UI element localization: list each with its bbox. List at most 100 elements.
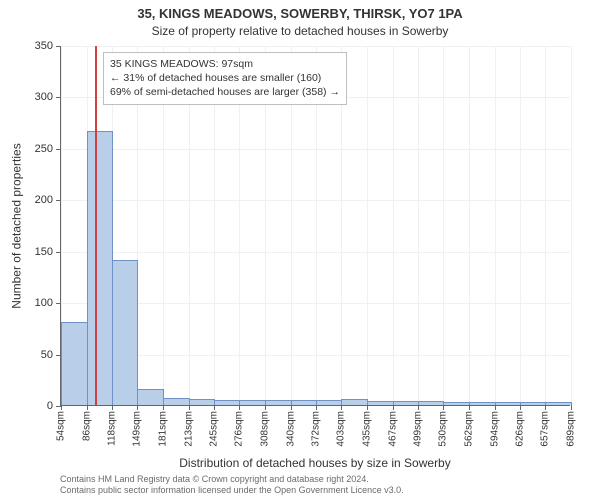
ytick-label: 250 <box>35 143 53 155</box>
gridline-v <box>443 46 444 405</box>
histogram-bar <box>469 402 496 405</box>
gridline-v <box>367 46 368 405</box>
ytick <box>56 97 61 98</box>
xtick <box>239 405 240 410</box>
gridline-h <box>61 200 570 201</box>
annotation-line: 35 KINGS MEADOWS: 97sqm <box>110 57 340 71</box>
gridline-v <box>393 46 394 405</box>
xtick-label: 149sqm <box>132 411 143 447</box>
xtick <box>87 405 88 410</box>
x-axis-label: Distribution of detached houses by size … <box>60 456 570 470</box>
xtick <box>112 405 113 410</box>
gridline-h <box>61 46 570 47</box>
xtick <box>367 405 368 410</box>
histogram-bar <box>87 131 114 405</box>
xtick <box>469 405 470 410</box>
xtick <box>520 405 521 410</box>
histogram-bar <box>367 401 394 405</box>
xtick <box>571 405 572 410</box>
annotation-line: 69% of semi-detached houses are larger (… <box>110 85 340 99</box>
xtick <box>545 405 546 410</box>
xtick-label: 54sqm <box>56 411 67 441</box>
ytick-label: 50 <box>41 349 53 361</box>
histogram-bar <box>112 260 138 405</box>
xtick-label: 657sqm <box>540 411 551 447</box>
xtick <box>393 405 394 410</box>
histogram-bar <box>443 402 470 405</box>
xtick <box>137 405 138 410</box>
xtick <box>61 405 62 410</box>
chart-title: 35, KINGS MEADOWS, SOWERBY, THIRSK, YO7 … <box>0 6 600 21</box>
histogram-bar <box>393 401 420 405</box>
ytick-label: 0 <box>47 400 53 412</box>
histogram-bar <box>214 400 240 405</box>
xtick-label: 372sqm <box>311 411 322 447</box>
y-axis-label-text: Number of detached properties <box>10 143 24 308</box>
histogram-bar <box>341 399 368 405</box>
footnote-line: Contains public sector information licen… <box>60 485 570 496</box>
gridline-v <box>469 46 470 405</box>
xtick-label: 86sqm <box>81 411 92 441</box>
xtick-label: 118sqm <box>107 411 118 446</box>
ytick-label: 150 <box>35 246 53 258</box>
footnote: Contains HM Land Registry data © Crown c… <box>60 474 570 496</box>
xtick <box>316 405 317 410</box>
xtick-label: 626sqm <box>515 411 526 447</box>
xtick <box>495 405 496 410</box>
histogram-bar <box>545 402 572 405</box>
footnote-line: Contains HM Land Registry data © Crown c… <box>60 474 570 485</box>
histogram-bar <box>137 389 164 405</box>
chart-subtitle: Size of property relative to detached ho… <box>0 24 600 38</box>
y-axis-label: Number of detached properties <box>10 46 24 406</box>
ytick-label: 350 <box>35 40 53 52</box>
xtick <box>443 405 444 410</box>
gridline-h <box>61 252 570 253</box>
reference-line <box>95 46 97 405</box>
histogram-bar <box>495 402 522 405</box>
ytick <box>56 252 61 253</box>
ytick <box>56 46 61 47</box>
gridline-h <box>61 149 570 150</box>
xtick <box>418 405 419 410</box>
gridline-v <box>545 46 546 405</box>
histogram-bar <box>418 401 444 405</box>
xtick-label: 562sqm <box>464 411 475 447</box>
xtick-label: 308sqm <box>260 411 271 447</box>
xtick-label: 499sqm <box>413 411 424 447</box>
plot: 05010015020025030035054sqm86sqm118sqm149… <box>60 46 570 406</box>
xtick-label: 340sqm <box>285 411 296 447</box>
xtick <box>214 405 215 410</box>
xtick <box>291 405 292 410</box>
histogram-bar <box>239 400 266 405</box>
gridline-v <box>520 46 521 405</box>
xtick-label: 213sqm <box>183 411 194 447</box>
histogram-bar <box>291 400 318 405</box>
xtick-label: 245sqm <box>209 411 220 447</box>
ytick <box>56 200 61 201</box>
xtick <box>341 405 342 410</box>
ytick <box>56 149 61 150</box>
histogram-bar <box>189 399 216 405</box>
ytick-label: 300 <box>35 91 53 103</box>
xtick-label: 467sqm <box>387 411 398 447</box>
plot-area: 05010015020025030035054sqm86sqm118sqm149… <box>60 46 570 406</box>
annotation-line: ← 31% of detached houses are smaller (16… <box>110 71 340 85</box>
xtick-label: 276sqm <box>234 411 245 447</box>
xtick <box>265 405 266 410</box>
histogram-bar <box>163 398 190 405</box>
xtick-label: 181sqm <box>158 411 169 447</box>
xtick-label: 403sqm <box>336 411 347 447</box>
gridline-v <box>571 46 572 405</box>
xtick <box>189 405 190 410</box>
histogram-bar <box>265 400 292 405</box>
gridline-v <box>418 46 419 405</box>
histogram-bar <box>520 402 546 405</box>
ytick-label: 100 <box>35 297 53 309</box>
xtick-label: 689sqm <box>566 411 577 447</box>
annotation-box: 35 KINGS MEADOWS: 97sqm← 31% of detached… <box>103 52 347 105</box>
ytick-label: 200 <box>35 194 53 206</box>
xtick <box>163 405 164 410</box>
xtick-label: 530sqm <box>438 411 449 447</box>
gridline-v <box>495 46 496 405</box>
histogram-bar <box>61 322 88 405</box>
